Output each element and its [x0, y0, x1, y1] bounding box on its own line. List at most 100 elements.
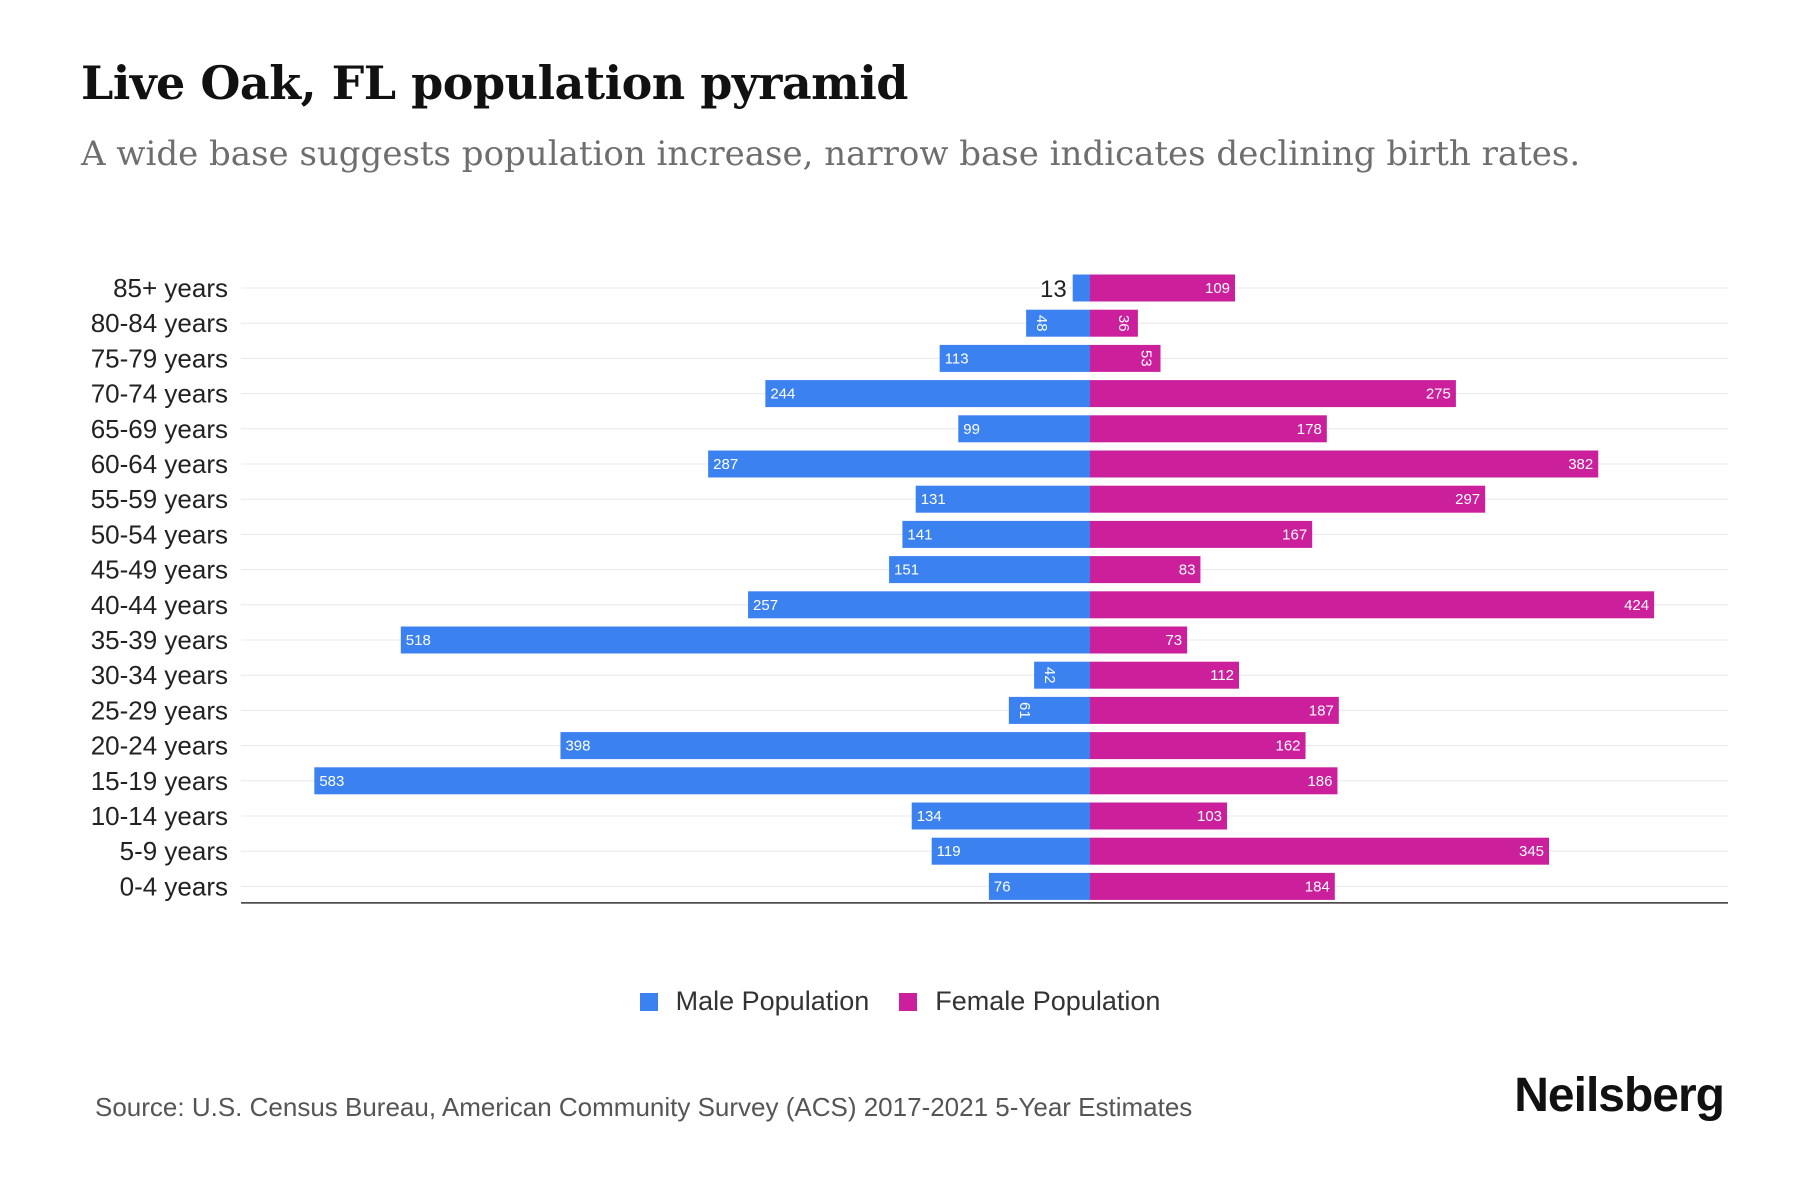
- male-data-label: 151: [894, 562, 919, 579]
- legend-item-male[interactable]: Male Population: [639, 986, 870, 1017]
- female-bar[interactable]: [1090, 661, 1240, 689]
- male-bar[interactable]: [1072, 274, 1090, 302]
- female-bar[interactable]: [1090, 591, 1655, 619]
- female-data-label: 187: [1309, 702, 1334, 719]
- y-tick-label: 75-79 years: [91, 343, 228, 373]
- y-tick-label: 80-84 years: [91, 308, 228, 338]
- female-data-label: 167: [1282, 526, 1307, 543]
- female-bar[interactable]: [1090, 767, 1338, 795]
- male-data-label: 244: [770, 386, 795, 403]
- female-bar[interactable]: [1090, 520, 1313, 548]
- female-bar[interactable]: [1090, 309, 1138, 337]
- male-bar[interactable]: [1034, 661, 1090, 689]
- male-bar[interactable]: [1008, 696, 1090, 724]
- male-data-label: 48: [1033, 315, 1050, 332]
- male-bar[interactable]: [708, 450, 1090, 478]
- female-bar[interactable]: [1090, 450, 1599, 478]
- male-data-label: 76: [994, 878, 1011, 895]
- chart-legend: Male Population Female Population: [0, 986, 1800, 1017]
- female-data-label: 178: [1297, 421, 1322, 438]
- female-bar[interactable]: [1090, 696, 1339, 724]
- female-bar[interactable]: [1090, 626, 1188, 654]
- legend-swatch-female: [899, 992, 918, 1011]
- male-data-label: 287: [713, 456, 738, 473]
- y-tick-label: 40-44 years: [91, 590, 228, 620]
- female-bar[interactable]: [1090, 274, 1236, 302]
- chart-title: Live Oak, FL population pyramid: [81, 56, 908, 110]
- female-data-label: 162: [1276, 738, 1301, 755]
- male-data-label: 113: [945, 350, 969, 367]
- male-bar[interactable]: [939, 344, 1090, 372]
- male-data-label: 141: [907, 526, 932, 543]
- male-data-label: 131: [921, 491, 946, 508]
- legend-item-female[interactable]: Female Population: [899, 986, 1160, 1017]
- population-pyramid-chart: 85+ years 13 109 80-84 years 48 36 75-79 years…: [91, 273, 1728, 904]
- male-bar[interactable]: [748, 591, 1090, 619]
- male-data-label: 518: [406, 632, 431, 649]
- male-data-label: 119: [937, 843, 961, 860]
- female-data-label: 73: [1165, 632, 1182, 649]
- y-tick-label: 5-9 years: [120, 836, 228, 866]
- female-bar[interactable]: [1090, 872, 1335, 900]
- y-tick-label: 55-59 years: [91, 484, 228, 514]
- female-bar[interactable]: [1090, 415, 1327, 443]
- female-data-label: 382: [1568, 456, 1593, 473]
- female-data-label: 186: [1307, 773, 1332, 790]
- y-tick-label: 25-29 years: [91, 695, 228, 725]
- y-tick-label: 65-69 years: [91, 414, 228, 444]
- female-bar[interactable]: [1090, 837, 1550, 865]
- male-bar[interactable]: [765, 380, 1090, 408]
- male-bar[interactable]: [560, 732, 1090, 760]
- male-bar[interactable]: [931, 837, 1090, 865]
- female-data-label: 297: [1455, 491, 1480, 508]
- female-data-label: 112: [1210, 667, 1234, 684]
- male-data-label: 99: [963, 421, 980, 438]
- chart-subtitle: A wide base suggests population increase…: [81, 134, 1581, 174]
- male-bar[interactable]: [915, 485, 1090, 513]
- female-data-label: 109: [1205, 280, 1230, 297]
- y-tick-label: 10-14 years: [91, 801, 228, 831]
- female-bar[interactable]: [1090, 485, 1486, 513]
- male-data-label: 583: [319, 773, 344, 790]
- y-tick-label: 30-34 years: [91, 660, 228, 690]
- source-note: Source: U.S. Census Bureau, American Com…: [95, 1092, 1193, 1122]
- female-data-label: 83: [1179, 562, 1196, 579]
- male-bar[interactable]: [902, 520, 1090, 548]
- female-bar[interactable]: [1090, 556, 1201, 584]
- male-data-label: 13: [1040, 276, 1067, 303]
- male-bar[interactable]: [889, 556, 1090, 584]
- male-bar[interactable]: [400, 626, 1090, 654]
- y-tick-label: 50-54 years: [91, 519, 228, 549]
- male-bar[interactable]: [1026, 309, 1090, 337]
- y-tick-label: 45-49 years: [91, 555, 228, 585]
- y-tick-label: 70-74 years: [91, 379, 228, 409]
- female-bar[interactable]: [1090, 802, 1228, 830]
- female-data-label: 36: [1115, 315, 1132, 332]
- female-data-label: 103: [1197, 808, 1222, 825]
- female-bar[interactable]: [1090, 732, 1306, 760]
- male-data-label: 134: [917, 808, 942, 825]
- female-bar[interactable]: [1090, 380, 1456, 408]
- male-bar[interactable]: [988, 872, 1090, 900]
- male-data-label: 398: [565, 738, 590, 755]
- female-data-label: 53: [1138, 350, 1155, 367]
- male-data-label: 61: [1016, 702, 1033, 719]
- female-data-label: 345: [1519, 843, 1544, 860]
- female-data-label: 275: [1426, 386, 1451, 403]
- y-tick-label: 60-64 years: [91, 449, 228, 479]
- brand-logo: Neilsberg: [1514, 1069, 1725, 1122]
- legend-swatch-male: [639, 992, 658, 1011]
- female-bar[interactable]: [1090, 344, 1161, 372]
- y-tick-label: 20-24 years: [91, 731, 228, 761]
- y-tick-label: 0-4 years: [120, 871, 228, 901]
- male-bar[interactable]: [314, 767, 1091, 795]
- y-tick-label: 15-19 years: [91, 766, 228, 796]
- y-tick-label: 35-39 years: [91, 625, 228, 655]
- female-data-label: 184: [1305, 878, 1330, 895]
- y-tick-label: 85+ years: [113, 273, 228, 303]
- male-data-label: 42: [1041, 667, 1058, 684]
- female-data-label: 424: [1624, 597, 1649, 614]
- male-bar[interactable]: [958, 415, 1090, 443]
- legend-label-male: Male Population: [675, 986, 870, 1016]
- male-bar[interactable]: [911, 802, 1090, 830]
